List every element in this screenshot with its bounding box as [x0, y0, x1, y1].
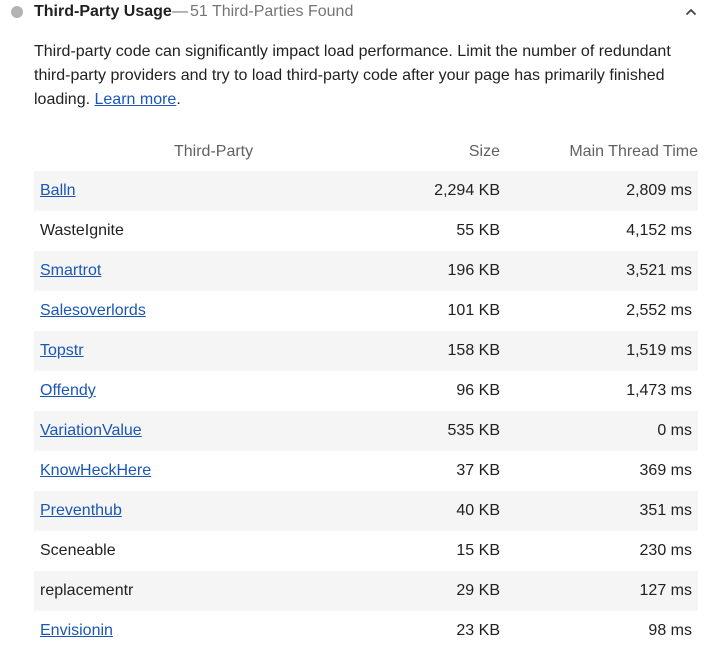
table-row: Preventhub 40 KB 351 ms [34, 491, 698, 531]
transfer-size: 40 KB [456, 502, 500, 519]
main-thread-time: 3,521 ms [626, 262, 692, 279]
audit-description: Third-party code can significantly impac… [34, 40, 684, 112]
table-row: WasteIgnite 55 KB 4,152 ms [34, 211, 698, 251]
third-party-name: replacementr [40, 582, 134, 599]
column-header-main-thread-time: Main Thread Time [569, 143, 698, 160]
transfer-size: 29 KB [456, 582, 500, 599]
main-thread-time: 1,519 ms [626, 342, 692, 359]
transfer-size: 535 KB [447, 422, 500, 439]
table-row: replacementr 29 KB 127 ms [34, 571, 698, 611]
transfer-size: 196 KB [447, 262, 500, 279]
main-thread-time: 2,552 ms [626, 302, 692, 319]
main-thread-time: 351 ms [639, 502, 692, 519]
column-header-size: Size [468, 143, 500, 160]
table-row: Offendy 96 KB 1,473 ms [34, 371, 698, 411]
transfer-size: 2,294 KB [434, 182, 500, 199]
audit-display-value: 51 Third-Parties Found [190, 3, 354, 20]
third-party-link[interactable]: Offendy [40, 382, 96, 399]
main-thread-time: 230 ms [639, 542, 692, 559]
audit-header[interactable]: Third-Party Usage — 51 Third-Parties Fou… [0, 0, 709, 24]
table-row: Sceneable 15 KB 230 ms [34, 531, 698, 571]
main-thread-time: 369 ms [639, 462, 692, 479]
transfer-size: 101 KB [447, 302, 500, 319]
table-row: KnowHeckHere 37 KB 369 ms [34, 451, 698, 491]
transfer-size: 15 KB [456, 542, 500, 559]
audit-title: Third-Party Usage [34, 3, 172, 20]
table-row: Envisionin 23 KB 98 ms [34, 611, 698, 651]
table-row: Salesoverlords 101 KB 2,552 ms [34, 291, 698, 331]
main-thread-time: 98 ms [648, 622, 692, 639]
status-indicator-icon [11, 6, 23, 18]
transfer-size: 55 KB [456, 222, 500, 239]
chevron-up-icon[interactable] [682, 3, 700, 21]
main-thread-time: 127 ms [639, 582, 692, 599]
transfer-size: 23 KB [456, 622, 500, 639]
description-text: Third-party code can significantly impac… [34, 43, 671, 108]
third-party-link[interactable]: Salesoverlords [40, 302, 146, 319]
third-party-link[interactable]: Preventhub [40, 502, 122, 519]
third-party-table: Balln 2,294 KB 2,809 ms WasteIgnite 55 KB 4,1… [34, 171, 698, 651]
main-thread-time: 2,809 ms [626, 182, 692, 199]
third-party-link[interactable]: Envisionin [40, 622, 113, 639]
main-thread-time: 0 ms [657, 422, 692, 439]
main-thread-time: 4,152 ms [626, 222, 692, 239]
table-row: Smartrot 196 KB 3,521 ms [34, 251, 698, 291]
third-party-name: WasteIgnite [40, 222, 124, 239]
table-row: Topstr 158 KB 1,519 ms [34, 331, 698, 371]
third-party-link[interactable]: Smartrot [40, 262, 102, 279]
third-party-link[interactable]: Topstr [40, 342, 84, 359]
third-party-link[interactable]: VariationValue [40, 422, 142, 439]
transfer-size: 158 KB [447, 342, 500, 359]
learn-more-link[interactable]: Learn more [94, 91, 177, 108]
table-row: Balln 2,294 KB 2,809 ms [34, 171, 698, 211]
description-period: . [176, 91, 181, 108]
table-row: VariationValue 535 KB 0 ms [34, 411, 698, 451]
third-party-link[interactable]: Balln [40, 182, 76, 199]
column-header-third-party: Third-Party [174, 143, 254, 160]
title-separator: — [172, 3, 188, 20]
third-party-link[interactable]: KnowHeckHere [40, 462, 152, 479]
main-thread-time: 1,473 ms [626, 382, 692, 399]
table-header: Third-Party Size Main Thread Time [34, 140, 698, 164]
transfer-size: 37 KB [456, 462, 500, 479]
third-party-name: Sceneable [40, 542, 116, 559]
transfer-size: 96 KB [456, 382, 500, 399]
